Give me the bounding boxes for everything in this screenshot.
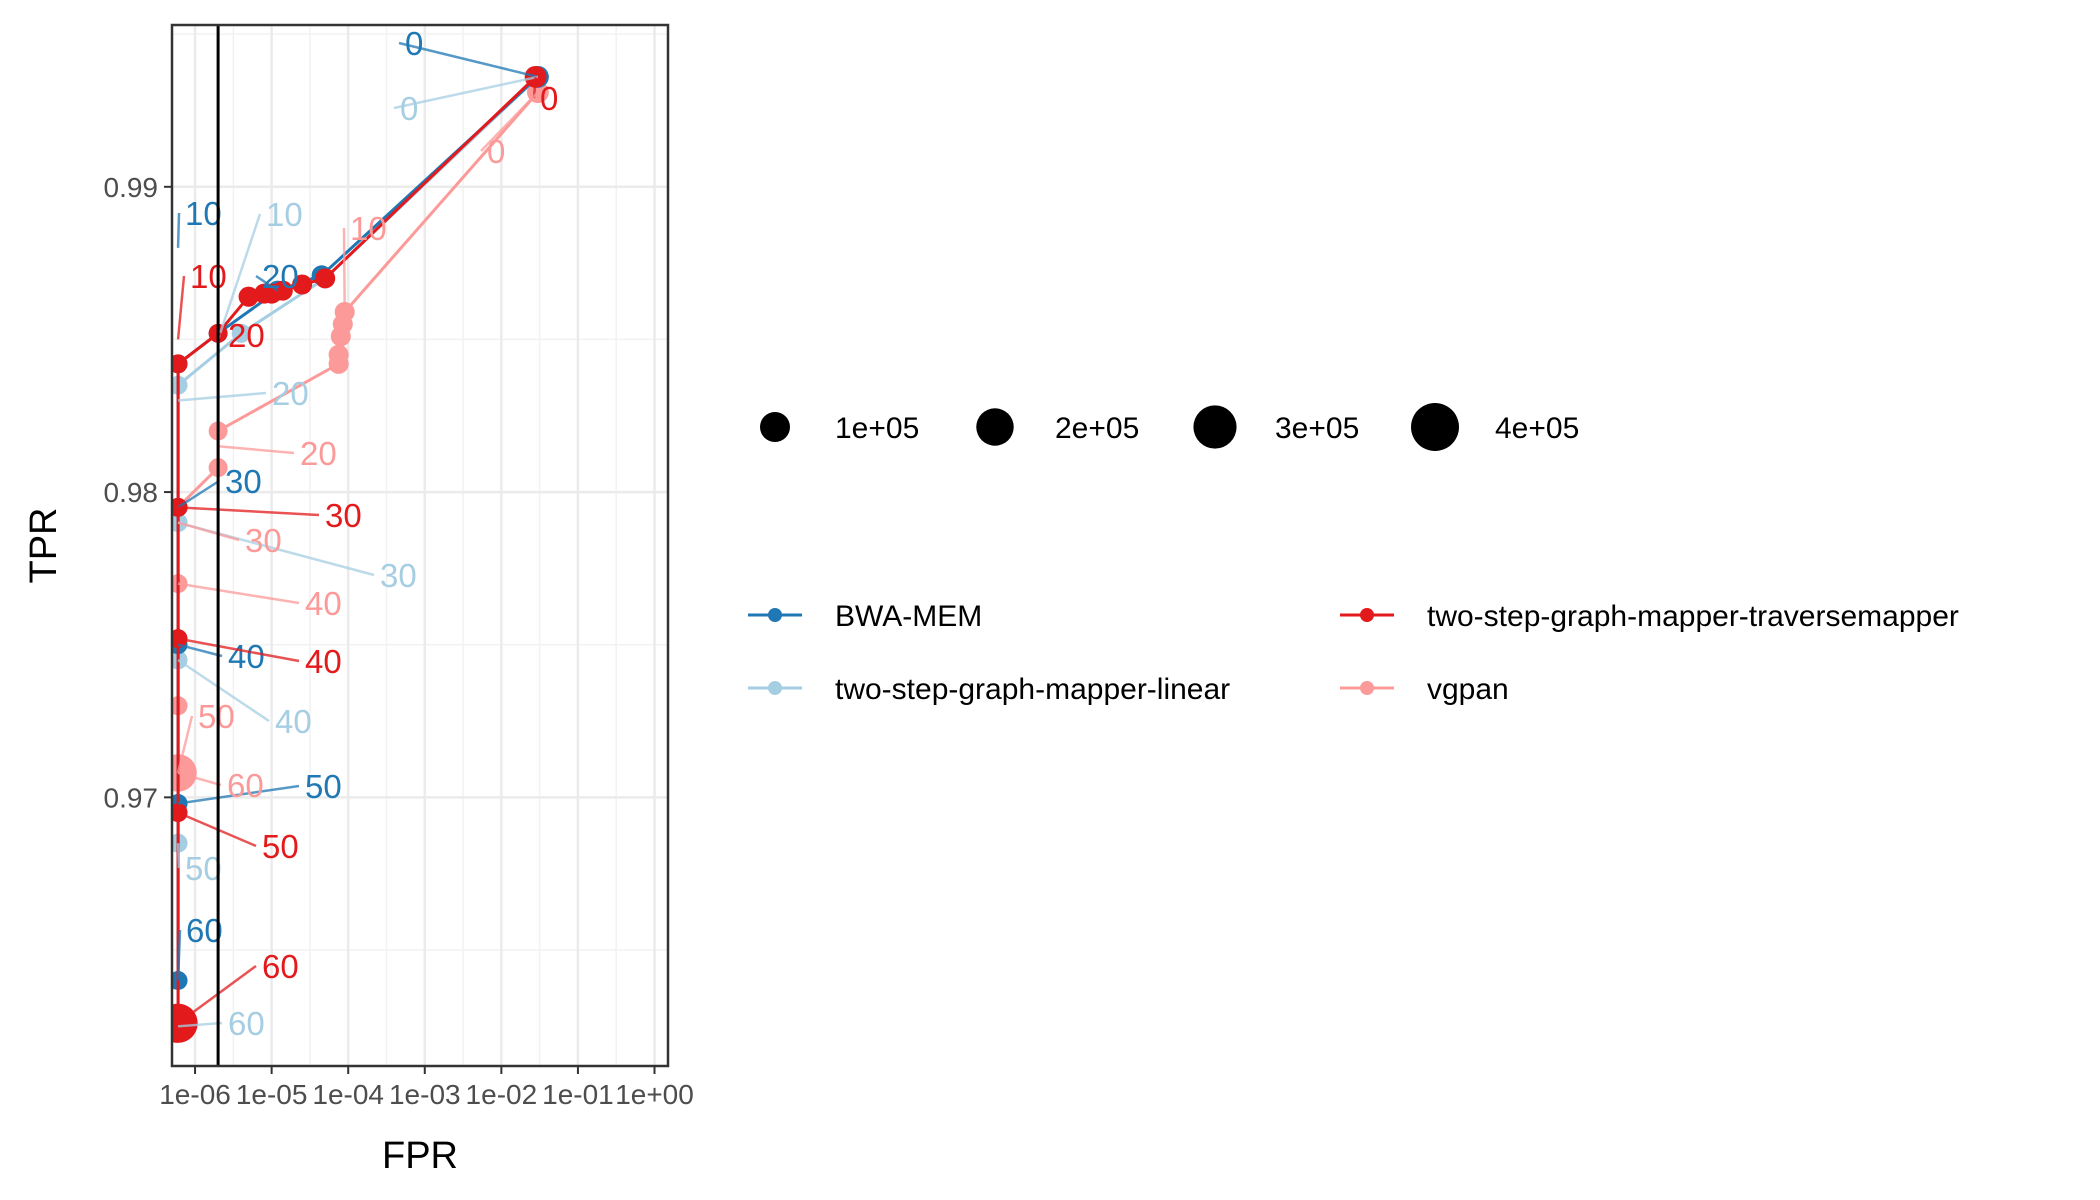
grid-lines (172, 25, 668, 1066)
legend-key-point (768, 681, 782, 695)
data-point (172, 833, 188, 853)
mapq-label: 20 (228, 317, 265, 354)
legend-label: two-step-graph-mapper-linear (835, 673, 1230, 706)
mapq-leader-line (177, 479, 220, 509)
mapq-leader-line (398, 41, 539, 79)
panel-border (170, 23, 670, 1068)
legend-label: vgpan (1427, 673, 1509, 706)
mapq-label: 40 (305, 643, 342, 680)
mapq-leader-line (177, 643, 223, 658)
mapq-label: 30 (225, 463, 262, 500)
legend-key-point (1360, 608, 1374, 622)
x-tick-label: 1e-04 (312, 1079, 384, 1110)
data-point (254, 283, 275, 304)
x-tick-label: 1e-06 (159, 1079, 231, 1110)
size-legend-key (760, 412, 790, 442)
mapq-label: 10 (185, 195, 222, 232)
size-legend-key (1193, 405, 1237, 449)
data-point (231, 323, 251, 343)
mapq-leader-line (176, 212, 181, 248)
data-point (172, 354, 188, 374)
mapq-leader-line (177, 784, 300, 805)
legend-label: two-step-graph-mapper-traversemapper (1427, 600, 1959, 633)
y-tick-label: 0.99 (104, 172, 159, 203)
mapq-label: 60 (262, 948, 299, 985)
mapq-leader-line (177, 637, 300, 663)
mapq-label: 30 (245, 522, 282, 559)
mapq-leader-line (480, 91, 539, 152)
mapq-label: 30 (325, 497, 362, 534)
mapq-leader-line (393, 75, 539, 110)
mapq-leader-line (176, 715, 194, 774)
size-legend-label: 4e+05 (1495, 412, 1579, 445)
data-point (238, 286, 259, 307)
mapq-leader-line (255, 274, 279, 292)
legend: 1e+05 2e+05 3e+05 4e+05 BWA-MEM two-step-grap… (748, 403, 1959, 706)
legend-key-point (768, 608, 782, 622)
mapq-leader-line (216, 213, 262, 340)
data-point (172, 696, 188, 716)
y-tick-label: 0.97 (104, 782, 159, 813)
size-legend-label: 3e+05 (1275, 412, 1359, 445)
x-tick-label: 1e+00 (615, 1079, 694, 1110)
x-tick-label: 1e-02 (466, 1079, 538, 1110)
mapq-leader-line (177, 521, 240, 542)
mapq-label: 10 (350, 210, 387, 247)
mapq-leader-line (176, 843, 181, 869)
mapq-labels-layer: 0102030405060010203040506001020304050600… (176, 25, 558, 1042)
y-tick-label: 0.98 (104, 477, 159, 508)
mapq-label: 50 (262, 828, 299, 865)
mapq-label: 20 (262, 258, 299, 295)
mapq-label: 50 (185, 850, 222, 887)
mapq-leader-line (177, 1021, 223, 1028)
mapq-label: 40 (228, 638, 265, 675)
mapq-leader-line (177, 771, 222, 787)
legend-key-point (1360, 681, 1374, 695)
mapq-label: 40 (305, 585, 342, 622)
x-axis-title: FPR (382, 1135, 458, 1177)
mapq-label: 50 (198, 698, 235, 735)
mapq-leader-line (177, 582, 300, 605)
size-legend-key (976, 408, 1014, 446)
x-tick-label: 1e-01 (542, 1079, 614, 1110)
data-point (315, 268, 336, 289)
axes: 1e-06 1e-05 1e-04 1e-03 1e-02 1e-01 1e+00 0.97 0… (104, 172, 694, 1110)
mapq-label: 40 (275, 703, 312, 740)
size-legend-key (1411, 403, 1459, 451)
plot-frame (170, 23, 670, 1068)
data-point (172, 971, 188, 991)
mapq-leader-line (176, 275, 186, 340)
mapq-leader-line (177, 506, 320, 517)
data-point (328, 353, 349, 374)
mapq-leader-line (177, 658, 270, 723)
mapq-label: 30 (380, 557, 417, 594)
plot-panel (172, 25, 668, 1066)
legend-label: BWA-MEM (835, 600, 982, 633)
data-point (330, 326, 351, 347)
mapq-label: 0 (540, 80, 558, 117)
mapq-label: 10 (190, 258, 227, 295)
mapq-leader-line (177, 391, 267, 402)
mapq-leader-line (176, 929, 182, 981)
mapq-leader-line (217, 445, 295, 455)
size-legend-label: 2e+05 (1055, 412, 1139, 445)
x-tick-label: 1e-05 (236, 1079, 308, 1110)
mapq-label: 50 (305, 768, 342, 805)
mapq-label: 0 (400, 90, 418, 127)
data-point (292, 274, 313, 295)
y-axis-title: TPR (23, 508, 65, 584)
mapq-label: 10 (266, 196, 303, 233)
mapq-label: 0 (487, 133, 505, 170)
mapq-label: 60 (186, 912, 223, 949)
mapq-label: 60 (227, 767, 264, 804)
data-point (172, 375, 188, 395)
size-legend-label: 1e+05 (835, 412, 919, 445)
mapq-leader-line (342, 227, 346, 312)
mapq-label: 20 (300, 435, 337, 472)
x-tick-label: 1e-03 (389, 1079, 461, 1110)
mapq-label: 60 (228, 1005, 265, 1042)
mapq-label: 0 (405, 25, 423, 62)
mapq-label: 20 (272, 375, 309, 412)
